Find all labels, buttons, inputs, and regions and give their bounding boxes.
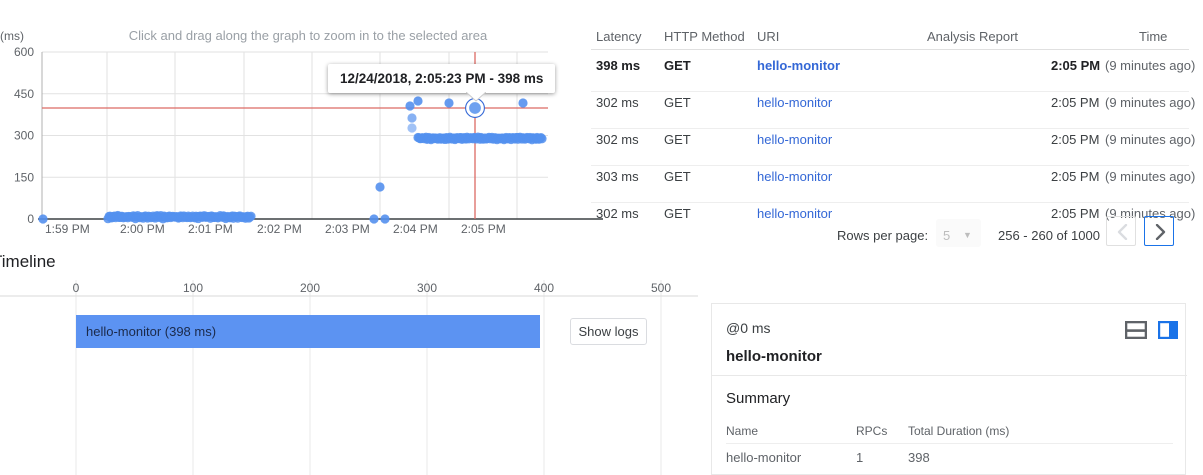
svg-text:400: 400 xyxy=(534,281,554,295)
svg-text:hello-monitor (398 ms): hello-monitor (398 ms) xyxy=(86,324,216,339)
svg-text:100: 100 xyxy=(183,281,203,295)
svg-text:200: 200 xyxy=(300,281,320,295)
svg-text:300: 300 xyxy=(417,281,437,295)
svg-text:500: 500 xyxy=(651,281,671,295)
svg-text:0: 0 xyxy=(73,281,80,295)
